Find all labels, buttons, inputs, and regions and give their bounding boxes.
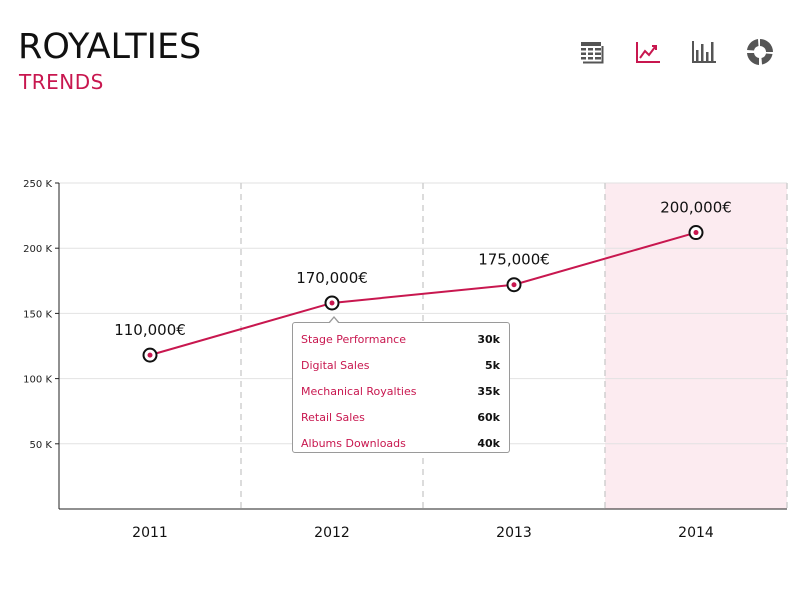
x-tick-label: 2013 bbox=[496, 525, 532, 541]
table-icon bbox=[581, 42, 604, 64]
y-tick-label: 200 K bbox=[23, 244, 52, 255]
page-title: ROYALTIES bbox=[18, 27, 202, 67]
tooltip-value: 30k bbox=[477, 333, 500, 347]
y-tick-label: 50 K bbox=[30, 440, 53, 451]
donut-chart-icon bbox=[747, 39, 773, 65]
page-subtitle: TRENDS bbox=[19, 70, 104, 94]
tooltip-row: Mechanical Royalties 35k bbox=[301, 379, 500, 405]
y-tick-label: 150 K bbox=[23, 309, 52, 320]
line-chart-icon bbox=[636, 42, 660, 63]
y-tick-label: 100 K bbox=[23, 375, 52, 386]
tooltip-row: Retail Sales 60k bbox=[301, 404, 500, 430]
tooltip-label: Mechanical Royalties bbox=[301, 384, 417, 398]
x-tick-label: 2014 bbox=[678, 525, 714, 541]
tooltip-row: Albums Downloads 40k bbox=[301, 430, 500, 456]
data-point-dot bbox=[329, 300, 335, 306]
tooltip-value: 40k bbox=[477, 436, 500, 450]
data-point-dot bbox=[511, 282, 517, 288]
data-label: 170,000€ bbox=[296, 269, 368, 287]
tooltip-value: 5k bbox=[485, 359, 500, 373]
tooltip-row: Digital Sales 5k bbox=[301, 353, 500, 379]
tooltip-label: Stage Performance bbox=[301, 333, 406, 347]
tooltip-value: 60k bbox=[477, 410, 500, 424]
x-tick-label: 2012 bbox=[314, 525, 350, 541]
series-line bbox=[149, 231, 697, 357]
bar-chart-icon bbox=[692, 41, 716, 63]
tooltip-label: Digital Sales bbox=[301, 359, 370, 373]
tooltip-value: 35k bbox=[477, 384, 500, 398]
line-chart-view-button[interactable] bbox=[632, 36, 664, 68]
tooltip-row: Stage Performance 30k bbox=[301, 327, 500, 353]
bar-chart-view-button[interactable] bbox=[688, 36, 720, 68]
tooltip-label: Retail Sales bbox=[301, 410, 365, 424]
data-label: 175,000€ bbox=[478, 251, 550, 269]
chart-tooltip: Stage Performance 30k Digital Sales 5k M… bbox=[292, 316, 510, 456]
table-view-button[interactable] bbox=[576, 36, 608, 68]
chart-type-toolbar bbox=[576, 36, 776, 68]
x-tick-label: 2011 bbox=[132, 525, 168, 541]
donut-chart-view-button[interactable] bbox=[744, 36, 776, 68]
tooltip-label: Albums Downloads bbox=[301, 436, 406, 450]
y-tick-label: 250 K bbox=[23, 179, 52, 190]
data-label: 110,000€ bbox=[114, 321, 186, 339]
data-label: 200,000€ bbox=[660, 199, 732, 217]
data-point-dot bbox=[693, 230, 699, 236]
data-point-dot bbox=[147, 352, 153, 358]
